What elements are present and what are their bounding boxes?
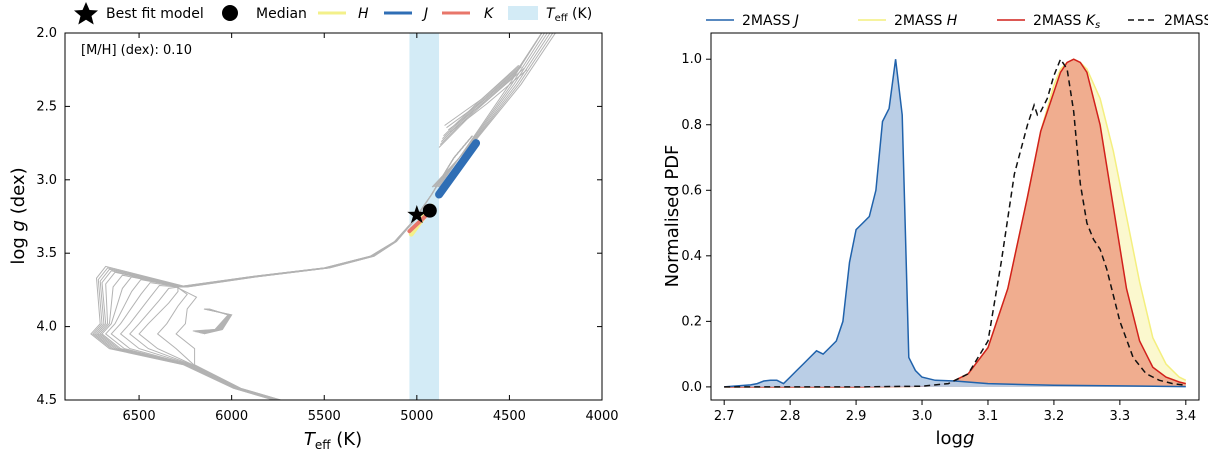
right-x-tick-label: 3.4 xyxy=(1175,409,1196,424)
legend-best-fit-label: Best fit model xyxy=(106,6,204,22)
right-x-tick-label: 2.8 xyxy=(780,409,801,424)
median-marker xyxy=(422,203,437,218)
left-legend: Best fit model Median H J K Teff (K) xyxy=(74,2,592,25)
legend-teff-swatch xyxy=(508,6,538,20)
left-y-tick-label: 3.5 xyxy=(36,246,57,261)
left-y-tick-label: 4.5 xyxy=(36,393,57,408)
left-y-tick-label: 2.5 xyxy=(36,99,57,114)
left-axes-frame xyxy=(64,32,603,401)
right-panel: 2.7 2.8 2.9 3.0 3.1 3.2 3.3 3.4 0.0 0.2 0.4 0.6 0.8 1… xyxy=(662,13,1208,449)
metallicity-annotation: [M/H] (dex): 0.10 xyxy=(81,43,192,58)
series-line-3 xyxy=(724,57,1186,388)
right-x-tick-label: 3.2 xyxy=(1044,409,1065,424)
right-y-tick-label: 0.8 xyxy=(681,118,702,133)
legend-median-label: Median xyxy=(256,6,307,22)
series-fill-2 xyxy=(724,59,1186,387)
legend-label-1: 2MASS H xyxy=(894,13,958,29)
right-x-tick-label: 3.0 xyxy=(912,409,933,424)
left-y-tick-label: 4.0 xyxy=(36,320,57,335)
series-line-2 xyxy=(724,58,1186,388)
left-y-tick-label: 2.0 xyxy=(36,26,57,41)
legend-star-marker xyxy=(74,2,98,25)
right-legend: 2MASS J 2MASS H 2MASS Ks 2MASS JHKs xyxy=(706,13,1208,31)
right-y-tick-label: 0.4 xyxy=(681,249,702,264)
legend-j-label: J xyxy=(421,6,428,22)
isochrone-track xyxy=(192,308,229,332)
right-x-axis-label: logg xyxy=(936,428,975,449)
left-x-axis-label: Teff (K) xyxy=(304,429,362,452)
legend-label-2: 2MASS Ks xyxy=(1033,13,1100,31)
right-x-tick-label: 2.9 xyxy=(846,409,867,424)
right-plot-area xyxy=(724,57,1187,388)
left-plot-area xyxy=(90,33,557,400)
right-x-tick-label: 3.1 xyxy=(978,409,999,424)
right-y-axis-label: Normalised PDF xyxy=(662,145,683,288)
left-x-tick-label: 6000 xyxy=(215,409,248,424)
right-axes-frame xyxy=(710,32,1200,401)
legend-median-marker xyxy=(222,5,238,21)
left-y-axis-label: log g (dex) xyxy=(8,167,29,264)
right-x-tick-label: 3.3 xyxy=(1110,409,1131,424)
left-ticks: 6500 6000 5500 5000 4500 4000 2.0 2.5 3.0 3.5 4.0 4… xyxy=(36,26,618,424)
legend-k-label: K xyxy=(484,6,495,22)
best-fit-marker xyxy=(407,205,427,224)
right-y-tick-label: 0.2 xyxy=(681,314,702,329)
isochrone-track xyxy=(431,33,557,188)
isochrone-track xyxy=(443,33,543,137)
legend-teff-label: Teff (K) xyxy=(546,6,592,24)
left-y-tick-label: 3.0 xyxy=(36,173,57,188)
left-x-tick-label: 4000 xyxy=(585,409,618,424)
legend-h-label: H xyxy=(358,6,369,22)
left-x-tick-label: 5000 xyxy=(400,409,433,424)
left-panel: 6500 6000 5500 5000 4500 4000 2.0 2.5 3.0 3.5 4.0 4… xyxy=(8,2,619,452)
left-x-tick-label: 5500 xyxy=(308,409,341,424)
series-line-0 xyxy=(724,59,1186,388)
legend-label-0: 2MASS J xyxy=(742,13,799,29)
left-x-tick-label: 6500 xyxy=(123,409,156,424)
right-y-tick-label: 0.6 xyxy=(681,183,702,198)
right-y-tick-label: 1.0 xyxy=(681,52,702,67)
right-x-tick-label: 2.7 xyxy=(714,409,735,424)
right-ticks: 2.7 2.8 2.9 3.0 3.1 3.2 3.3 3.4 0.0 0.2 0.4 0.6 0.8 1… xyxy=(681,52,1196,424)
legend-label-3: 2MASS JHKs xyxy=(1164,13,1208,31)
j-posterior xyxy=(435,139,481,199)
left-x-tick-label: 4500 xyxy=(493,409,526,424)
right-y-tick-label: 0.0 xyxy=(681,380,702,395)
